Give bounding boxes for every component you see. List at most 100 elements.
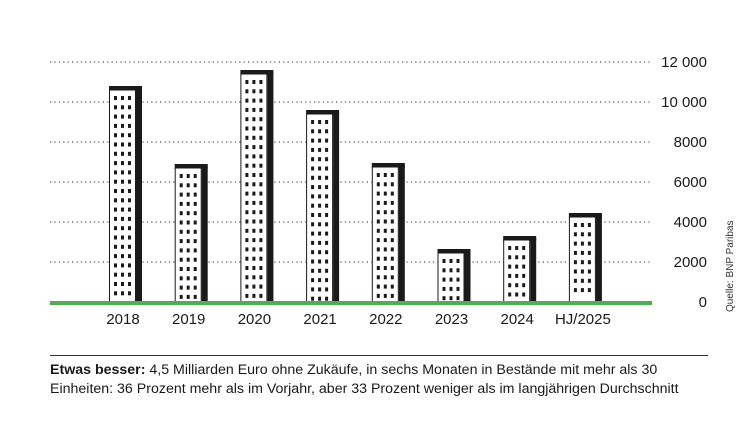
bar-window <box>252 107 256 112</box>
bar-window <box>318 175 322 180</box>
bar-window <box>573 241 577 246</box>
bar-window <box>179 285 183 290</box>
bar-window <box>114 291 117 296</box>
bar-window <box>587 278 591 283</box>
bar-window <box>383 266 387 270</box>
bar-window <box>318 213 322 217</box>
bar-window <box>318 120 322 124</box>
bar-window <box>318 287 322 292</box>
bar-window <box>259 173 263 177</box>
bar-window <box>311 296 315 301</box>
bar-shadow <box>136 88 142 302</box>
bar-window <box>186 174 190 178</box>
bar-window <box>114 263 117 268</box>
grid-lines <box>50 61 652 263</box>
bar-window <box>325 120 329 124</box>
bar-window <box>259 80 263 84</box>
bar-window <box>311 157 315 162</box>
bar-window <box>252 135 256 140</box>
bar-window <box>179 257 183 262</box>
bar-window <box>390 173 394 177</box>
y-tick-label: 8000 <box>674 134 707 151</box>
bar-window <box>383 256 387 261</box>
bar-window <box>390 219 394 224</box>
source-label: Quelle: BNP Paribas <box>725 220 736 312</box>
bar-window <box>121 133 124 138</box>
bar-window <box>522 255 526 260</box>
bar-window <box>252 191 256 196</box>
bar-window <box>522 283 526 288</box>
bar-shadow <box>201 166 208 302</box>
x-category-label: 2019 <box>172 311 205 328</box>
bar-window <box>383 284 387 289</box>
bar-roof <box>174 164 208 169</box>
bar-window <box>376 191 380 196</box>
bar-window <box>587 250 591 255</box>
bar-window <box>325 250 329 255</box>
bar-window <box>245 135 249 140</box>
bar-window <box>179 229 183 234</box>
y-tick-label: 6000 <box>674 174 707 191</box>
bar-window <box>128 291 131 296</box>
bar-window <box>259 256 263 261</box>
bar-window <box>325 231 329 236</box>
bar-window <box>186 229 190 234</box>
bar-window <box>456 286 460 291</box>
bar-window <box>259 154 263 159</box>
bar-window <box>587 288 591 293</box>
bar-window <box>311 203 315 208</box>
bar-window <box>325 268 329 273</box>
bar-window <box>318 129 322 134</box>
bar-window <box>186 285 190 290</box>
bar-window <box>318 259 322 264</box>
bar-window <box>318 250 322 255</box>
bar-window <box>325 129 329 134</box>
bar-window <box>259 182 263 187</box>
bar-window <box>311 185 315 190</box>
bar-window <box>128 179 131 184</box>
bar-window <box>259 219 263 224</box>
bar-window <box>252 256 256 261</box>
bar-window <box>318 268 322 273</box>
bar-window <box>245 200 249 205</box>
bar-window <box>383 293 387 298</box>
bar-window <box>383 275 387 280</box>
bar <box>568 213 602 303</box>
bar-window <box>376 182 380 187</box>
bar-window <box>311 120 315 124</box>
bar-window <box>121 207 124 212</box>
bar-window <box>114 189 117 193</box>
bar-window <box>193 294 197 299</box>
bar-window <box>252 163 256 168</box>
bar-window <box>311 278 315 283</box>
bar-window <box>442 268 446 273</box>
bar-window <box>449 286 453 291</box>
bar-window <box>114 226 117 231</box>
bar-roof <box>503 236 537 241</box>
bar-window <box>325 296 329 301</box>
bar-window <box>311 175 315 180</box>
bar-window <box>121 179 124 184</box>
bar-window <box>580 278 584 283</box>
bar-window <box>442 296 446 301</box>
bar-window <box>580 288 584 293</box>
bar-window <box>179 174 183 178</box>
bar-shadow <box>595 215 602 302</box>
bar-window <box>587 223 591 227</box>
bar-window <box>325 203 329 208</box>
bar-window <box>456 277 460 282</box>
bar-window <box>390 228 394 233</box>
bar-window <box>325 259 329 264</box>
bar-window <box>508 264 512 269</box>
bar-window <box>193 183 197 188</box>
bar-window <box>325 138 329 143</box>
bar-window <box>193 220 197 225</box>
bar-window <box>508 273 512 278</box>
bar-window <box>259 266 263 270</box>
bar-window <box>193 211 197 216</box>
bar-window <box>245 107 249 112</box>
bar-window <box>114 198 117 203</box>
bar-window <box>311 213 315 217</box>
bar-window <box>390 200 394 205</box>
bar-window <box>390 191 394 196</box>
